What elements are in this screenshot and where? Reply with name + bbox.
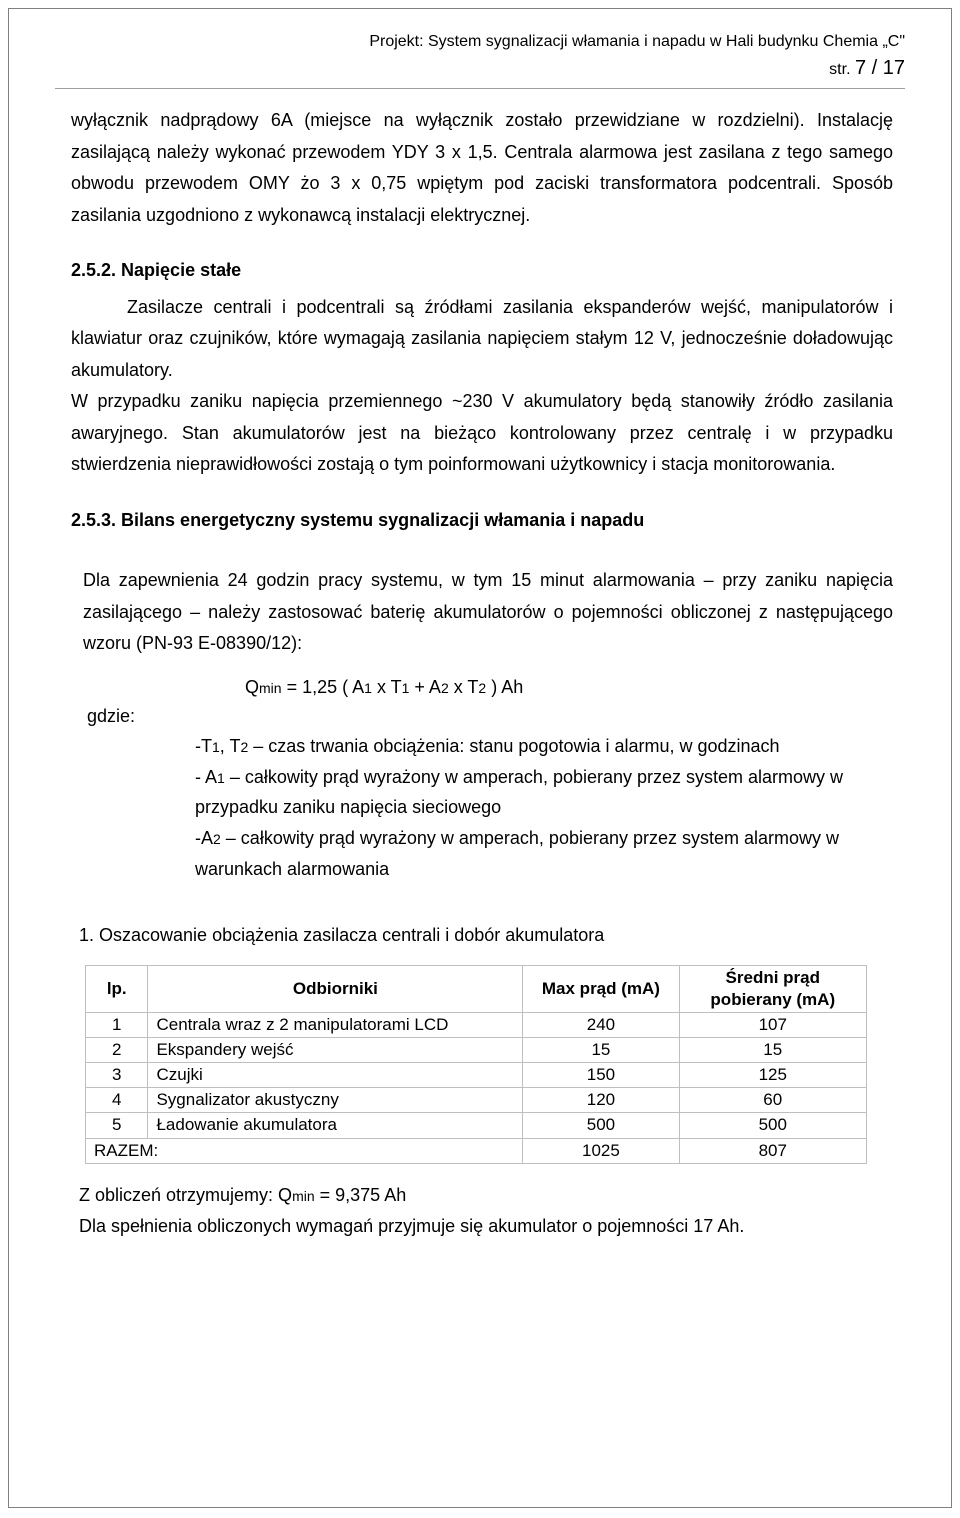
- formula-mid3: + A: [409, 677, 441, 697]
- section-252-para1: Zasilacze centrali i podcentrali są źród…: [71, 292, 893, 387]
- cell-max: 120: [523, 1088, 679, 1113]
- page-number: str. 7 / 17: [55, 57, 905, 80]
- cell-lp: 3: [86, 1063, 148, 1088]
- cell-max: 150: [523, 1063, 679, 1088]
- def-a2-prefix: -A: [195, 828, 213, 848]
- header-divider: [55, 88, 905, 89]
- document-page: Projekt: System sygnalizacji włamania i …: [8, 8, 952, 1508]
- load-table: lp. Odbiorniki Max prąd (mA) Średni prąd…: [85, 965, 867, 1164]
- formula-mid4: x T: [449, 677, 479, 697]
- page-total: 17: [883, 57, 905, 79]
- result-rest: = 9,375 Ah: [315, 1185, 407, 1205]
- def-t: -T1, T2 – czas trwania obciążenia: stanu…: [195, 731, 885, 762]
- def-a1-rest: – całkowity prąd wyrażony w amperach, po…: [195, 767, 843, 818]
- result-line1: Z obliczeń otrzymujemy: Qmin = 9,375 Ah: [79, 1180, 905, 1212]
- result-line2: Dla spełnienia obliczonych wymagań przyj…: [79, 1211, 905, 1243]
- cell-total-avg: 807: [679, 1138, 866, 1163]
- cell-max: 240: [523, 1013, 679, 1038]
- cell-total-max: 1025: [523, 1138, 679, 1163]
- result-sub: min: [292, 1188, 315, 1204]
- cell-avg: 107: [679, 1013, 866, 1038]
- th-max-prad: Max prąd (mA): [523, 965, 679, 1012]
- formula-sub-a2: 2: [441, 680, 449, 696]
- page-current: 7: [855, 57, 866, 79]
- cell-name: Centrala wraz z 2 manipulatorami LCD: [148, 1013, 523, 1038]
- table-total-row: RAZEM: 1025 807: [86, 1138, 867, 1163]
- cell-avg: 500: [679, 1113, 866, 1138]
- def-a1: - A1 – całkowity prąd wyrażony w amperac…: [195, 762, 885, 823]
- th-lp: lp.: [86, 965, 148, 1012]
- cell-avg: 15: [679, 1038, 866, 1063]
- def-t-rest: – czas trwania obciążenia: stanu pogotow…: [248, 736, 779, 756]
- def-a2-rest: – całkowity prąd wyrażony w amperach, po…: [195, 828, 839, 879]
- formula-q: Q: [245, 677, 259, 697]
- cell-name: Ładowanie akumulatora: [148, 1113, 523, 1138]
- cell-name: Czujki: [148, 1063, 523, 1088]
- cell-max: 15: [523, 1038, 679, 1063]
- gdzie-label: gdzie:: [55, 706, 905, 727]
- formula-sub-min: min: [259, 680, 282, 696]
- section-253-para1: Dla zapewnienia 24 godzin pracy systemu,…: [55, 565, 905, 660]
- table-row: 1 Centrala wraz z 2 manipulatorami LCD 2…: [86, 1013, 867, 1038]
- page-label-prefix: str.: [829, 61, 855, 78]
- cell-lp: 4: [86, 1088, 148, 1113]
- cell-total-label: RAZEM:: [86, 1138, 523, 1163]
- def-t-sub1: 1: [212, 739, 220, 755]
- cell-avg: 125: [679, 1063, 866, 1088]
- cell-max: 500: [523, 1113, 679, 1138]
- formula-mid1: = 1,25 ( A: [282, 677, 365, 697]
- cell-lp: 5: [86, 1113, 148, 1138]
- cell-name: Ekspandery wejść: [148, 1038, 523, 1063]
- formula-suffix: ) Ah: [486, 677, 523, 697]
- formula: Qmin = 1,25 ( A1 x T1 + A2 x T2 ) Ah: [55, 672, 905, 703]
- def-a2-sub: 2: [213, 831, 221, 847]
- definitions-block: -T1, T2 – czas trwania obciążenia: stanu…: [55, 731, 905, 884]
- th-odbiorniki: Odbiorniki: [148, 965, 523, 1012]
- result-block: Z obliczeń otrzymujemy: Qmin = 9,375 Ah …: [55, 1180, 905, 1243]
- table-row: 5 Ładowanie akumulatora 500 500: [86, 1113, 867, 1138]
- section-252-para2: W przypadku zaniku napięcia przemiennego…: [71, 386, 893, 481]
- table-header-row: lp. Odbiorniki Max prąd (mA) Średni prąd…: [86, 965, 867, 1012]
- table-row: 2 Ekspandery wejść 15 15: [86, 1038, 867, 1063]
- def-a1-sub: 1: [217, 770, 225, 786]
- section-252-para-block: Zasilacze centrali i podcentrali są źród…: [55, 292, 905, 481]
- cell-lp: 1: [86, 1013, 148, 1038]
- th-sredni-prad: Średni prąd pobierany (mA): [679, 965, 866, 1012]
- table-row: 3 Czujki 150 125: [86, 1063, 867, 1088]
- table-row: 4 Sygnalizator akustyczny 120 60: [86, 1088, 867, 1113]
- formula-sub-a1: 1: [364, 680, 372, 696]
- cell-name: Sygnalizator akustyczny: [148, 1088, 523, 1113]
- def-t-mid: , T: [220, 736, 241, 756]
- result-prefix: Z obliczeń otrzymujemy: Q: [79, 1185, 292, 1205]
- estimation-heading: 1. Oszacowanie obciążenia zasilacza cent…: [55, 920, 905, 951]
- section-252-heading: 2.5.2. Napięcie stałe: [55, 255, 905, 286]
- formula-mid2: x T: [372, 677, 402, 697]
- cell-avg: 60: [679, 1088, 866, 1113]
- project-header: Projekt: System sygnalizacji włamania i …: [55, 33, 905, 51]
- def-a1-prefix: - A: [195, 767, 217, 787]
- section-253-heading: 2.5.3. Bilans energetyczny systemu sygna…: [55, 505, 905, 536]
- cell-lp: 2: [86, 1038, 148, 1063]
- page-sep: /: [866, 57, 883, 79]
- def-t-prefix: -T: [195, 736, 212, 756]
- intro-paragraph: wyłącznik nadprądowy 6A (miejsce na wyłą…: [55, 105, 905, 231]
- def-a2: -A2 – całkowity prąd wyrażony w amperach…: [195, 823, 885, 884]
